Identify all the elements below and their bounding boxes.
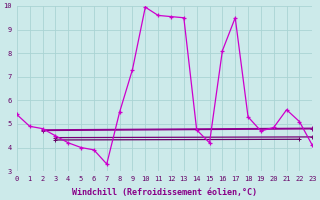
X-axis label: Windchill (Refroidissement éolien,°C): Windchill (Refroidissement éolien,°C) [72, 188, 257, 197]
